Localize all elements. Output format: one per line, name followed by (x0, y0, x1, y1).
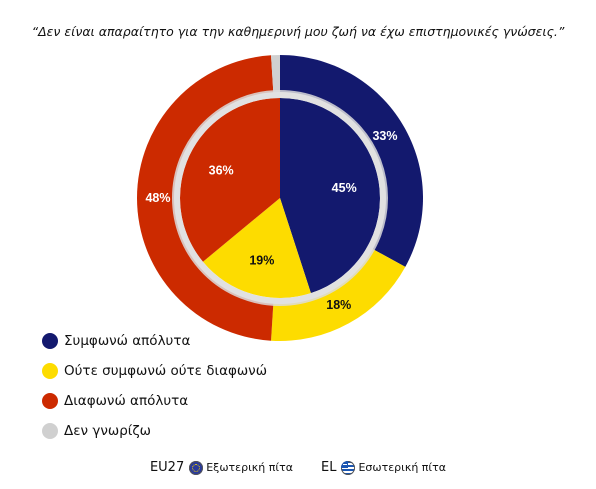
ring-key: EU27 Εξωτερική πίτα EL Εσωτερική πίτα (0, 460, 596, 475)
legend-item-dont-know: Δεν γνωρίζω (42, 416, 267, 446)
legend-label-agree: Συμφωνώ απόλυτα (64, 333, 191, 349)
greek-flag-icon (341, 460, 356, 475)
outer-label-0: 33% (372, 129, 397, 143)
legend-swatch-disagree (42, 393, 58, 409)
ring-key-inner-desc: Εσωτερική πίτα (358, 461, 447, 474)
inner-label-0: 45% (332, 181, 357, 195)
legend-label-disagree: Διαφωνώ απόλυτα (64, 393, 189, 409)
inner-slice-2 (180, 98, 280, 262)
ring-key-inner-code: EL (320, 460, 337, 475)
inner-label-2: 36% (209, 163, 234, 177)
ring-separator (172, 90, 388, 306)
ring-key-inner: EL Εσωτερική πίτα (321, 460, 446, 475)
outer-label-2: 48% (145, 191, 170, 205)
eu-flag-icon (189, 460, 204, 475)
inner-slice-1 (202, 198, 311, 298)
ring-key-outer-desc: Εξωτερική πίτα (206, 461, 293, 474)
outer-label-1: 18% (326, 298, 351, 312)
legend: Συμφωνώ απόλυτα Ούτε συμφωνώ ούτε διαφων… (42, 326, 267, 446)
legend-item-neutral: Ούτε συμφωνώ ούτε διαφωνώ (42, 356, 267, 386)
legend-swatch-dont-know (42, 423, 58, 439)
legend-label-dont-know: Δεν γνωρίζω (64, 423, 151, 439)
legend-swatch-agree (42, 333, 58, 349)
inner-slice-0 (280, 98, 380, 294)
legend-item-disagree: Διαφωνώ απόλυτα (42, 386, 267, 416)
inner-label-1: 19% (249, 253, 274, 267)
legend-item-agree: Συμφωνώ απόλυτα (42, 326, 267, 356)
ring-key-outer-code: EU27 (149, 460, 185, 475)
legend-label-neutral: Ούτε συμφωνώ ούτε διαφωνώ (64, 363, 268, 379)
legend-swatch-neutral (42, 363, 58, 379)
ring-key-outer: EU27 Εξωτερική πίτα (150, 460, 293, 475)
chart-title: “Δεν είναι απαραίτητο για την καθημερινή… (31, 24, 565, 39)
